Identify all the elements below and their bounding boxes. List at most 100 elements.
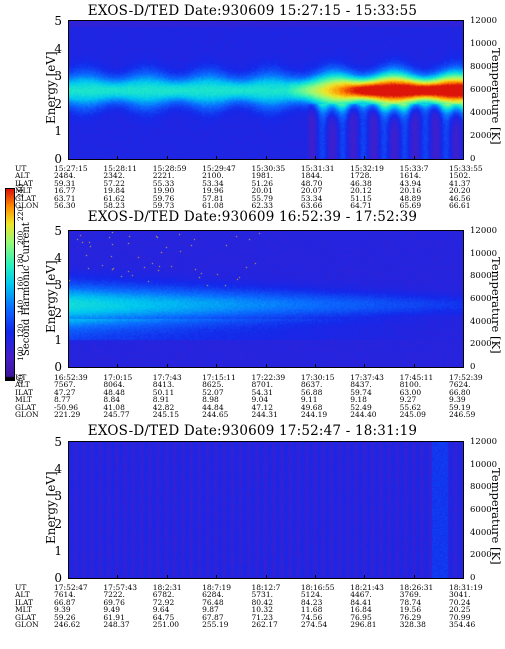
y-tick-label: 3 bbox=[54, 489, 62, 504]
y-right-axis-label: Temperature [K] bbox=[489, 468, 503, 565]
table-cell: 2100. bbox=[202, 171, 224, 181]
y-tick-label: 0 bbox=[54, 571, 62, 585]
y-right-tick-label: 2000 bbox=[470, 550, 492, 561]
table-cell: 245.77 bbox=[103, 410, 130, 419]
x-tick-mark bbox=[364, 575, 366, 579]
table-cell: 1981. bbox=[251, 171, 273, 181]
table-cell: 46.38 bbox=[350, 178, 372, 188]
table-cell: 8437. bbox=[350, 380, 372, 390]
x-tick-mark bbox=[413, 575, 415, 579]
table-cell: 9.39 bbox=[449, 395, 466, 405]
y-right-tick-label: 0 bbox=[470, 573, 476, 583]
table-cell: 8.91 bbox=[152, 395, 170, 405]
x-tick-mark bbox=[117, 156, 119, 160]
table-cell: 8413. bbox=[152, 380, 175, 390]
table-cell: 41.37 bbox=[449, 178, 471, 188]
table-cell: 1728. bbox=[350, 171, 372, 181]
table-cell: 71.23 bbox=[251, 612, 273, 622]
table-cell: 84.23 bbox=[300, 597, 323, 607]
table-row-label: GLON bbox=[15, 410, 39, 419]
table-cell: 7614. bbox=[54, 590, 76, 600]
table-cell: 76.29 bbox=[399, 612, 422, 622]
table-row-label: MLT bbox=[15, 605, 33, 615]
table-cell: 17:57:43 bbox=[103, 583, 138, 592]
y-tick-label: 5 bbox=[54, 224, 62, 238]
y-tick-label: 0 bbox=[54, 360, 62, 374]
table-cell: 19.56 bbox=[399, 605, 422, 615]
table-cell: 7222. bbox=[103, 590, 125, 600]
table-row-label: MLT bbox=[15, 395, 33, 405]
table-cell: 244.65 bbox=[202, 410, 229, 419]
table-row-label: ILAT bbox=[15, 597, 33, 607]
y-tick-label: 3 bbox=[54, 69, 62, 84]
table-cell: 66.61 bbox=[449, 201, 471, 210]
y-tick-label: 5 bbox=[54, 435, 62, 449]
x-tick-mark bbox=[68, 156, 69, 160]
table-cell: 18:26:31 bbox=[399, 583, 434, 592]
table-cell: 70.24 bbox=[449, 597, 471, 607]
table-cell: 7567. bbox=[54, 380, 76, 390]
table-cell: 55.79 bbox=[251, 193, 273, 203]
table-cell: 6782. bbox=[152, 590, 175, 600]
table-cell: 65.69 bbox=[399, 201, 422, 210]
table-cell: 17:15:11 bbox=[202, 373, 236, 382]
table-cell: 51.26 bbox=[251, 178, 273, 188]
x-tick-mark bbox=[166, 575, 168, 579]
x-tick-mark bbox=[68, 575, 69, 579]
table-row-label: ALT bbox=[15, 380, 30, 390]
table-cell: 9.04 bbox=[251, 395, 269, 405]
table-cell: 59.19 bbox=[449, 402, 471, 412]
table-cell: 10.32 bbox=[251, 605, 273, 615]
panel-title: EXOS-D/TED Date:930609 16:52:39 - 17:52:… bbox=[87, 209, 418, 225]
table-cell: 2484. bbox=[54, 171, 76, 181]
y-tick-label: 1 bbox=[54, 332, 62, 347]
table-cell: 17:45:11 bbox=[399, 373, 434, 382]
table-cell: 9.87 bbox=[202, 605, 219, 615]
table-cell: 66.80 bbox=[449, 387, 471, 397]
x-tick-mark bbox=[314, 156, 316, 160]
table-cell: 255.19 bbox=[202, 620, 229, 629]
table-cell: 48.48 bbox=[103, 387, 125, 397]
table-cell: 59.76 bbox=[152, 193, 175, 203]
table-cell: 15:33:55 bbox=[449, 164, 483, 173]
table-cell: 9.64 bbox=[152, 605, 170, 615]
x-tick-mark bbox=[463, 364, 464, 368]
table-cell: 7624. bbox=[449, 380, 471, 390]
table-cell: 5731. bbox=[251, 590, 273, 600]
table-cell: 58.23 bbox=[103, 201, 125, 210]
table-cell: 63.71 bbox=[54, 193, 76, 203]
table-cell: 76.95 bbox=[350, 612, 372, 622]
y-tick-label: 1 bbox=[54, 124, 62, 139]
y-right-tick-label: 12000 bbox=[470, 437, 498, 447]
table-cell: -50.96 bbox=[54, 402, 79, 412]
table-cell: 48.89 bbox=[399, 193, 422, 203]
table-row-label: GLAT bbox=[15, 193, 36, 203]
x-tick-mark bbox=[166, 156, 168, 160]
table-cell: 17:52:39 bbox=[449, 373, 483, 382]
table-cell: 17:7:43 bbox=[152, 373, 182, 382]
y-right-tick-label: 12000 bbox=[470, 16, 498, 26]
table-cell: 57.22 bbox=[103, 178, 125, 188]
table-cell: 61.08 bbox=[202, 201, 224, 210]
table-cell: 15:30:35 bbox=[251, 164, 286, 173]
table-cell: 1502. bbox=[449, 171, 471, 181]
table-cell: 221.29 bbox=[54, 410, 81, 419]
table-cell: 52.49 bbox=[350, 402, 372, 412]
table-cell: 17:0:15 bbox=[103, 373, 133, 382]
table-cell: 8.84 bbox=[103, 395, 121, 405]
y-right-tick-label: 4000 bbox=[470, 108, 492, 118]
table-cell: 9.18 bbox=[350, 395, 367, 405]
table-cell: 9.11 bbox=[300, 395, 318, 405]
table-cell: 8625. bbox=[202, 380, 224, 390]
y-tick-label: 4 bbox=[54, 41, 62, 56]
table-cell: 46.56 bbox=[449, 193, 471, 203]
y-right-tick-label: 6000 bbox=[470, 505, 492, 515]
table-cell: 15:32:19 bbox=[350, 164, 384, 173]
table-cell: 48.70 bbox=[300, 178, 323, 188]
x-tick-mark bbox=[216, 575, 218, 579]
table-cell: 70.99 bbox=[449, 612, 471, 622]
table-row-label: ALT bbox=[15, 590, 30, 600]
y-right-tick-label: 0 bbox=[470, 154, 476, 164]
table-cell: 1614. bbox=[399, 171, 422, 181]
